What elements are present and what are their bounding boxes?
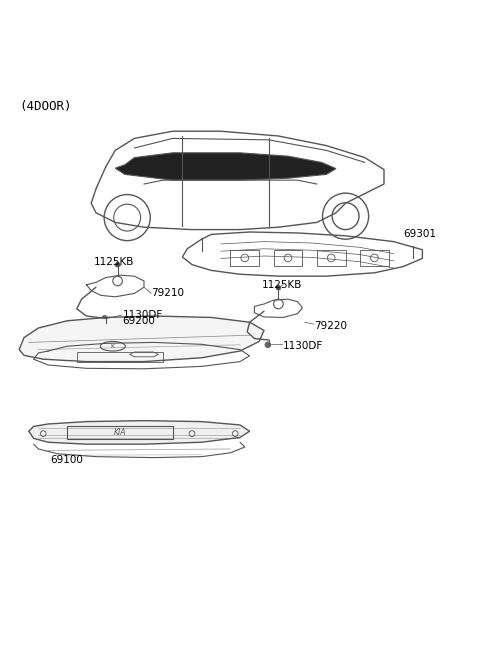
- Text: K: K: [111, 344, 115, 349]
- Text: 1130DF: 1130DF: [122, 310, 163, 320]
- Text: 79210: 79210: [151, 289, 184, 298]
- Text: KIA: KIA: [114, 428, 126, 437]
- Text: 1125KB: 1125KB: [94, 256, 134, 267]
- Polygon shape: [29, 420, 250, 444]
- Circle shape: [265, 342, 271, 348]
- Polygon shape: [19, 316, 264, 361]
- Circle shape: [276, 285, 281, 290]
- Text: 69200: 69200: [122, 316, 155, 326]
- Bar: [360, 250, 389, 266]
- Circle shape: [115, 262, 120, 267]
- Bar: [77, 352, 163, 361]
- Text: 79220: 79220: [314, 321, 348, 331]
- Bar: [230, 250, 259, 266]
- Text: 1130DF: 1130DF: [283, 340, 324, 351]
- Text: 69100: 69100: [50, 455, 83, 465]
- Polygon shape: [115, 153, 336, 180]
- Text: 1125KB: 1125KB: [262, 280, 302, 290]
- Text: (4DOOR): (4DOOR): [19, 100, 72, 113]
- Bar: [317, 250, 346, 266]
- Text: 69301: 69301: [403, 230, 436, 239]
- Bar: [67, 426, 173, 440]
- Bar: [274, 250, 302, 266]
- Circle shape: [102, 316, 108, 321]
